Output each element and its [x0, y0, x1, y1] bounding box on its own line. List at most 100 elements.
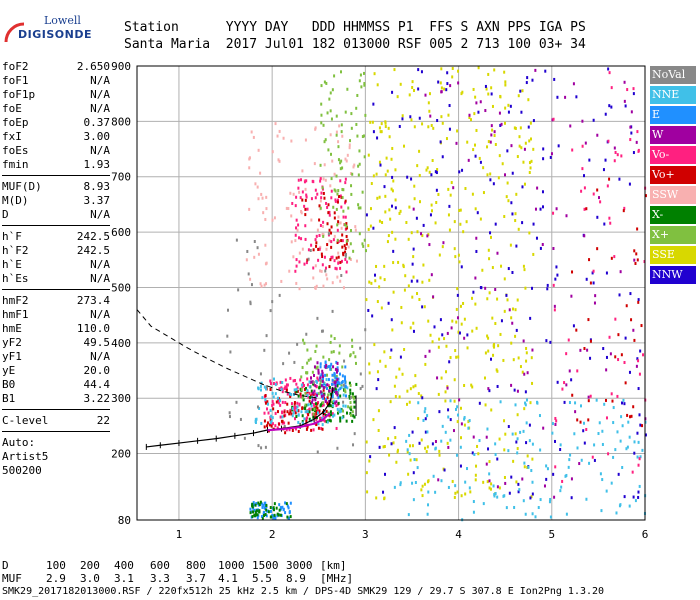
echo-point [486, 480, 489, 484]
echo-point [341, 134, 344, 138]
param-label: fxI [2, 130, 22, 143]
echo-point [464, 187, 467, 191]
echo-point [312, 402, 315, 406]
echo-point [507, 110, 510, 114]
echo-point [387, 234, 390, 238]
echo-point [261, 517, 264, 521]
echo-point [448, 127, 451, 131]
echo-point [462, 230, 465, 234]
echo-point [266, 421, 269, 425]
echo-point [265, 334, 268, 338]
echo-point [376, 83, 379, 87]
echo-point [269, 387, 272, 391]
x-tick-label: 1 [176, 528, 183, 541]
echo-point [554, 439, 557, 443]
echo-point [367, 308, 370, 312]
echo-point [552, 247, 555, 251]
echo-point [488, 389, 491, 393]
echo-point [416, 230, 419, 234]
echo-point [508, 308, 511, 312]
echo-point [308, 385, 311, 389]
echo-point [629, 125, 632, 129]
echo-point [341, 239, 344, 243]
echo-point [458, 398, 461, 402]
echo-point [324, 269, 327, 273]
echo-point [325, 201, 328, 205]
echo-point [309, 402, 312, 406]
echo-point [325, 247, 328, 251]
echo-point [591, 271, 594, 275]
echo-point [319, 206, 322, 210]
echo-point [323, 419, 326, 423]
param-label: M(D) [2, 194, 29, 207]
echo-point [561, 387, 564, 391]
echo-point [420, 394, 423, 398]
echo-point [343, 359, 346, 363]
echo-point [351, 419, 354, 423]
echo-point [286, 410, 289, 414]
echo-point [351, 392, 354, 396]
echo-point [644, 433, 647, 437]
echo-point [634, 261, 637, 265]
echo-point [303, 341, 306, 345]
echo-point [337, 251, 340, 255]
echo-point [470, 383, 473, 387]
echo-point [471, 451, 474, 455]
echo-point [339, 394, 342, 398]
echo-point [333, 74, 336, 78]
echo-point [256, 513, 259, 517]
echo-point [329, 258, 332, 262]
echo-point [501, 162, 504, 166]
header-columns: Station YYYY DAY DDD HHMMSS P1 FFS S AXN… [124, 20, 586, 35]
echo-point [329, 340, 332, 344]
echo-point [521, 477, 524, 481]
echo-point [294, 390, 297, 394]
param-row: foF2 2.650 [2, 60, 110, 74]
echo-point [455, 355, 458, 359]
echo-point [471, 296, 474, 300]
echo-point [295, 281, 298, 285]
echo-point [503, 121, 506, 125]
echo-point [394, 237, 397, 241]
distance-value: 100 [46, 559, 66, 572]
muf-value: 2.9 [46, 572, 66, 585]
echo-point [317, 258, 320, 262]
echo-point [490, 408, 493, 412]
legend-entry: E [650, 106, 696, 124]
echo-point [412, 471, 415, 475]
echo-point [341, 245, 344, 249]
echo-point [541, 242, 544, 246]
echo-point [333, 337, 336, 341]
echo-point [592, 192, 595, 196]
echo-point [352, 351, 355, 355]
echo-point [554, 422, 557, 426]
echo-point [529, 121, 532, 125]
echo-point [411, 80, 414, 84]
echo-point [421, 234, 424, 238]
echo-point [259, 282, 262, 286]
echo-point [348, 381, 351, 385]
echo-point [471, 385, 474, 389]
echo-point [417, 417, 420, 421]
echo-point [274, 383, 277, 387]
echo-point [370, 281, 373, 285]
echo-point [337, 396, 340, 400]
echo-point [499, 400, 502, 404]
echo-point [301, 406, 304, 410]
echo-point [463, 417, 466, 421]
echo-point [627, 420, 630, 424]
echo-point [336, 368, 339, 372]
echo-point [286, 504, 289, 508]
echo-point [295, 218, 298, 222]
echo-point [305, 261, 308, 265]
echo-point [630, 131, 633, 135]
echo-point [257, 501, 260, 505]
echo-point [457, 253, 460, 257]
echo-point [487, 336, 490, 340]
echo-point [375, 264, 378, 268]
echo-point [494, 222, 497, 226]
echo-point [410, 118, 413, 122]
echo-point [389, 400, 392, 404]
echo-point [420, 438, 423, 442]
echo-point [288, 269, 291, 273]
